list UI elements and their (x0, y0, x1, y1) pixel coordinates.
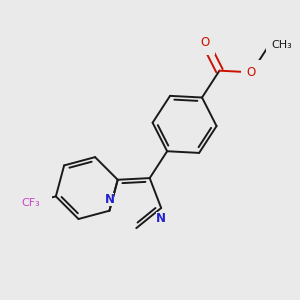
Text: CH₃: CH₃ (271, 40, 292, 50)
Text: N: N (104, 193, 114, 206)
Text: O: O (247, 66, 256, 79)
Text: CF₃: CF₃ (22, 198, 40, 208)
Text: O: O (200, 36, 210, 49)
Text: N: N (156, 212, 166, 226)
